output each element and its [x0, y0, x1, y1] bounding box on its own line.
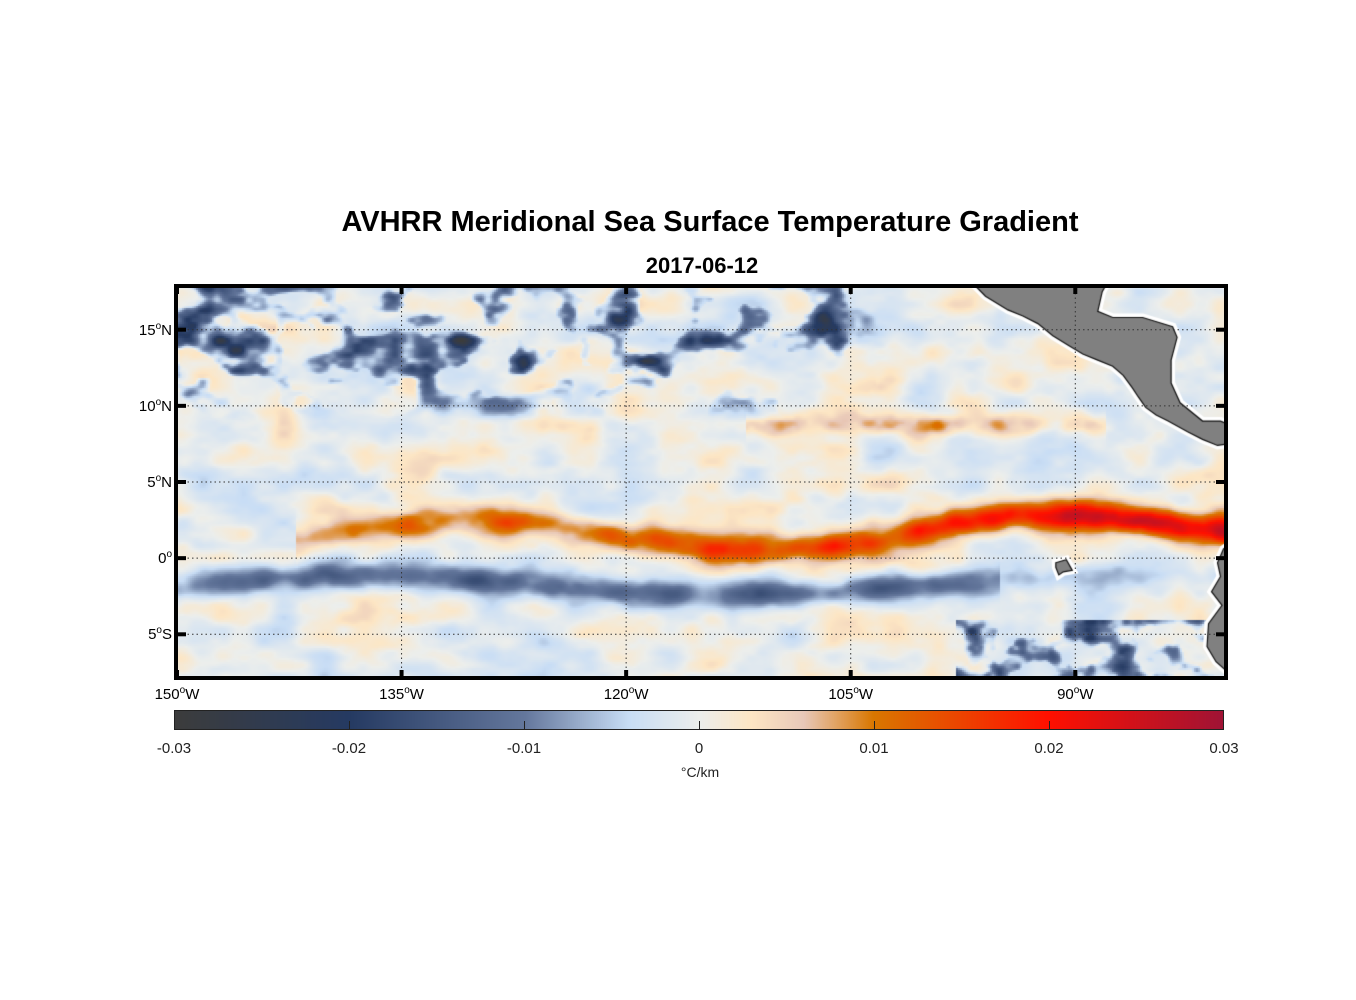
- chart-subtitle: 2017-06-12: [645, 253, 759, 278]
- x-tick-top: [848, 284, 853, 294]
- colorbar-tick-mark: [1048, 721, 1050, 729]
- colorbar-tick-label: -0.01: [506, 740, 542, 757]
- colorbar-tick-mark: [348, 721, 350, 729]
- y-tick-label: 15oN: [138, 320, 172, 339]
- y-tick-label: 0o: [158, 549, 172, 568]
- colorbar-tick-label: 0.02: [1034, 740, 1064, 757]
- y-tick-left: [174, 327, 186, 332]
- chart-title: AVHRR Meridional Sea Surface Temperature…: [341, 206, 1079, 238]
- y-tick-left: [174, 480, 186, 484]
- x-tick-top: [399, 284, 404, 294]
- colorbar: [174, 710, 1224, 730]
- x-tick-label: 120oW: [603, 685, 649, 704]
- x-tick-label: 90oW: [1057, 685, 1094, 704]
- y-tick-left: [174, 556, 186, 561]
- map-frame: [174, 284, 1228, 680]
- x-tick-bottom: [1073, 670, 1078, 680]
- y-tick-right: [1216, 403, 1228, 408]
- x-tick-bottom: [399, 670, 404, 680]
- colorbar-tick-label: -0.02: [331, 740, 367, 757]
- x-tick-label: 105oW: [828, 685, 874, 704]
- colorbar-tick-label: 0.03: [1209, 740, 1239, 757]
- map-overlay: [174, 284, 1228, 680]
- colorbar-tick-mark: [523, 721, 525, 729]
- colorbar-tick-mark: [698, 721, 700, 729]
- colorbar-units: °C/km: [680, 764, 720, 780]
- x-tick-bottom: [624, 670, 629, 680]
- colorbar-tick-mark: [873, 721, 875, 729]
- colorbar-tick-label: 0: [694, 740, 704, 757]
- colorbar-tick-label: 0.01: [859, 740, 889, 757]
- y-tick-right: [1216, 480, 1228, 484]
- x-tick-label: 135oW: [379, 685, 424, 704]
- y-tick-label: 10oN: [138, 396, 172, 415]
- x-tick-label: 150oW: [154, 685, 200, 704]
- y-tick-right: [1216, 327, 1228, 332]
- x-tick-top: [1073, 284, 1078, 294]
- colorbar-tick-label: -0.03: [156, 740, 192, 757]
- y-tick-label: 5oS: [148, 625, 172, 644]
- y-tick-right: [1216, 556, 1228, 561]
- y-tick-label: 5oN: [147, 473, 172, 492]
- x-tick-bottom: [848, 670, 853, 680]
- x-tick-top: [624, 284, 629, 294]
- y-tick-right: [1216, 632, 1228, 637]
- y-tick-left: [174, 632, 186, 637]
- y-tick-left: [174, 403, 186, 408]
- map-plot-area: [174, 284, 1228, 680]
